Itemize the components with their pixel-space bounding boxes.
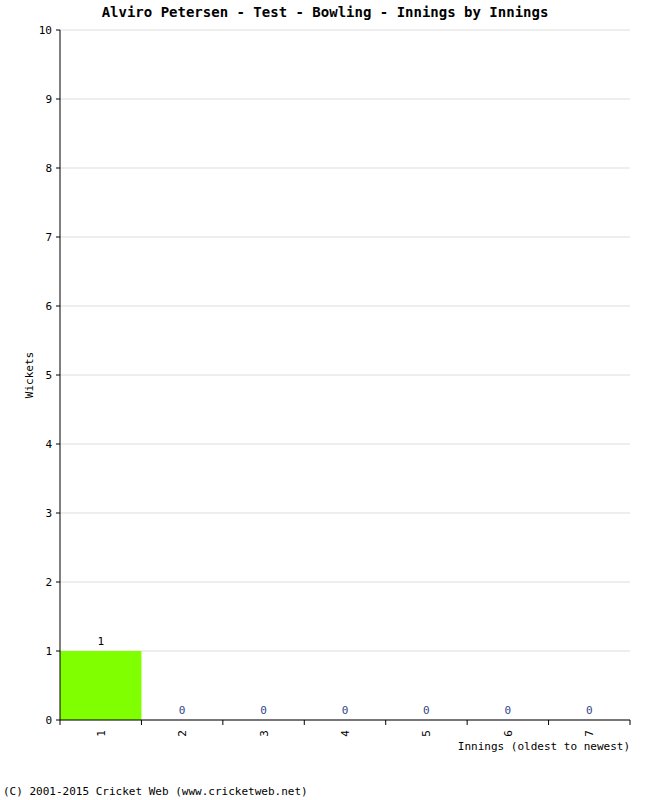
grid-line bbox=[60, 651, 630, 652]
x-axis-label: Innings (oldest to newest) bbox=[458, 740, 630, 753]
data-label: 1 bbox=[97, 635, 104, 648]
data-label: 0 bbox=[260, 704, 267, 717]
y-tick-label: 8 bbox=[45, 162, 52, 175]
y-tick-label: 6 bbox=[45, 300, 52, 313]
chart: 01234567891010000001234567Alviro Peterse… bbox=[0, 0, 650, 800]
y-tick bbox=[56, 513, 60, 514]
x-tick-label: 1 bbox=[95, 730, 108, 737]
y-tick bbox=[56, 237, 60, 238]
y-tick-label: 9 bbox=[45, 93, 52, 106]
bars bbox=[60, 651, 141, 720]
grid-line bbox=[60, 444, 630, 445]
x-tick-label: 4 bbox=[339, 730, 352, 737]
x-tick bbox=[141, 720, 142, 725]
x-tick-label: 5 bbox=[420, 730, 433, 737]
x-tick-label: 2 bbox=[176, 730, 189, 737]
data-label: 0 bbox=[505, 704, 512, 717]
y-tick-label: 7 bbox=[45, 231, 52, 244]
y-tick bbox=[56, 306, 60, 307]
x-axis bbox=[60, 720, 630, 721]
y-tick bbox=[56, 720, 60, 721]
y-tick-label: 3 bbox=[45, 507, 52, 520]
y-tick-label: 10 bbox=[39, 24, 52, 37]
x-tick bbox=[467, 720, 468, 725]
data-label: 0 bbox=[423, 704, 430, 717]
x-tick bbox=[222, 720, 223, 725]
title: Alviro Petersen - Test - Bowling - Innin… bbox=[102, 4, 549, 20]
y-tick bbox=[56, 30, 60, 31]
x-tick bbox=[60, 720, 61, 725]
grid-line bbox=[60, 168, 630, 169]
grid-line bbox=[60, 99, 630, 100]
grid-line bbox=[60, 582, 630, 583]
y-tick bbox=[56, 168, 60, 169]
data-label: 0 bbox=[179, 704, 186, 717]
footer: (C) 2001-2015 Cricket Web (www.cricketwe… bbox=[3, 785, 308, 798]
grid-line bbox=[60, 237, 630, 238]
grid-line bbox=[60, 30, 630, 31]
y-tick-label: 1 bbox=[45, 645, 52, 658]
x-tick bbox=[548, 720, 549, 725]
y-tick bbox=[56, 444, 60, 445]
data-label: 0 bbox=[586, 704, 593, 717]
y-tick-label: 2 bbox=[45, 576, 52, 589]
y-tick-label: 0 bbox=[45, 714, 52, 727]
grid-line bbox=[60, 306, 630, 307]
x-tick bbox=[385, 720, 386, 725]
y-tick-label: 4 bbox=[45, 438, 52, 451]
y-tick bbox=[56, 375, 60, 376]
y-tick bbox=[56, 99, 60, 100]
y-axis-label: Wickets bbox=[23, 352, 36, 398]
x-tick bbox=[630, 720, 631, 725]
x-tick-label: 6 bbox=[502, 730, 515, 737]
bar bbox=[60, 651, 141, 720]
grid-line bbox=[60, 513, 630, 514]
background bbox=[0, 0, 650, 800]
grid-line bbox=[60, 375, 630, 376]
y-tick-label: 5 bbox=[45, 369, 52, 382]
grid-line bbox=[60, 720, 630, 721]
x-tick bbox=[304, 720, 305, 725]
y-tick bbox=[56, 651, 60, 652]
y-axis bbox=[60, 30, 61, 720]
x-tick-label: 7 bbox=[583, 730, 596, 737]
data-label: 0 bbox=[342, 704, 349, 717]
y-tick bbox=[56, 582, 60, 583]
x-tick-label: 3 bbox=[258, 730, 271, 737]
